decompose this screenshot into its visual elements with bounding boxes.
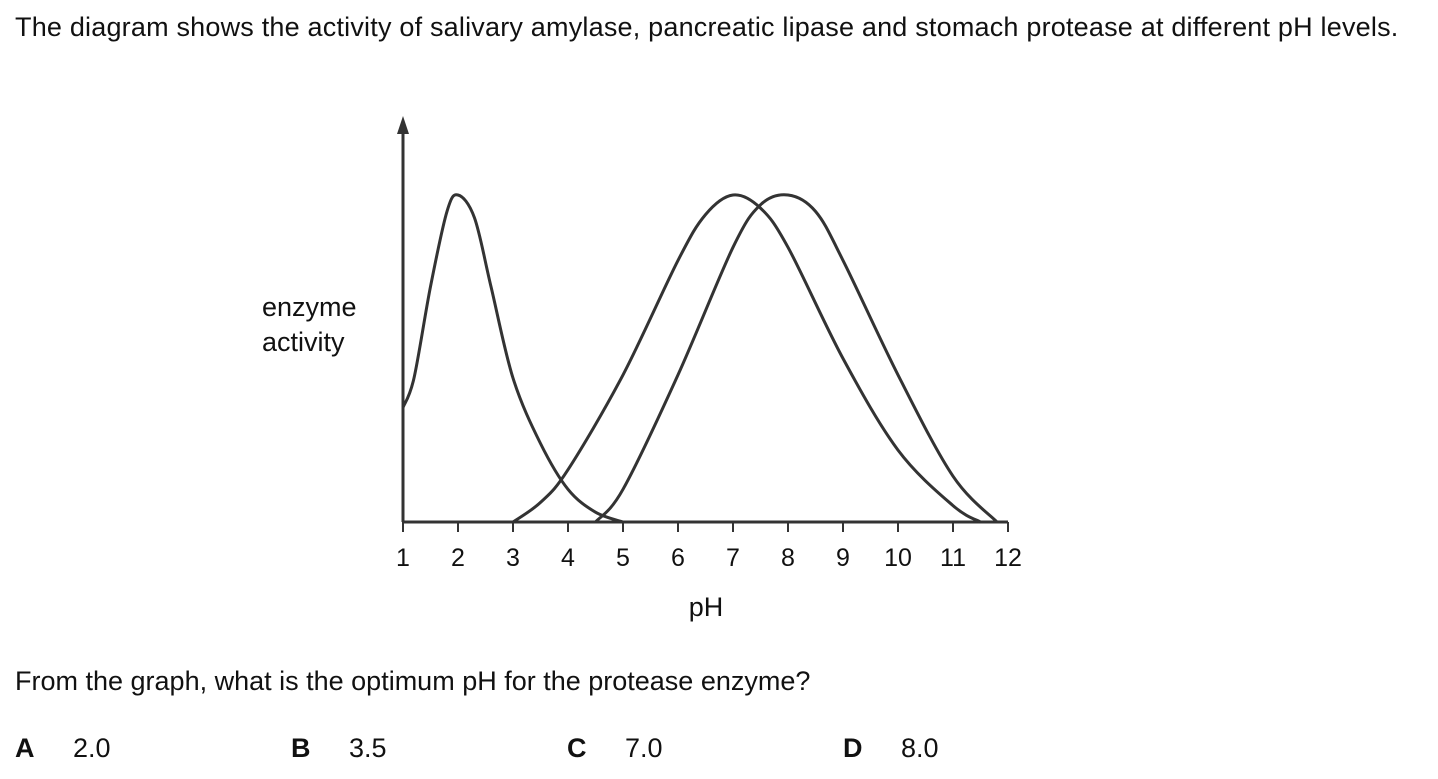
y-axis-label-line-2: activity (262, 327, 345, 357)
enzyme-curve-3 (594, 193, 999, 524)
question-text: From the graph, what is the optimum pH f… (15, 666, 811, 696)
option-b-value: 3.5 (349, 733, 387, 763)
x-tick-label: 6 (671, 544, 685, 572)
y-axis-label-line-1: enzyme (262, 292, 357, 322)
option-d-letter: D (843, 733, 863, 763)
x-axis-label: pH (689, 592, 724, 622)
x-tick-label: 1 (396, 544, 410, 572)
enzyme-curve-2 (512, 193, 982, 524)
option-b-letter: B (291, 733, 311, 763)
enzyme-curve-1 (401, 193, 624, 524)
chart-ticks: 1 2 3 4 5 6 7 8 9 10 11 12 (396, 522, 1022, 572)
y-axis-arrowhead (397, 116, 409, 134)
option-c[interactable]: C 7.0 (567, 731, 663, 765)
x-tick-label: 4 (561, 544, 575, 572)
intro-text: The diagram shows the activity of saliva… (15, 12, 1399, 42)
option-c-value: 7.0 (625, 733, 663, 763)
option-b[interactable]: B 3.5 (291, 731, 387, 765)
option-d[interactable]: D 8.0 (843, 731, 939, 765)
x-tick-label: 2 (451, 544, 465, 572)
option-a[interactable]: A 2.0 (15, 731, 111, 765)
x-tick-label: 5 (616, 544, 630, 572)
x-tick-label: 8 (781, 544, 795, 572)
x-tick-label: 7 (726, 544, 740, 572)
x-tick-label: 11 (940, 544, 966, 572)
x-tick-label: 10 (884, 544, 912, 572)
x-tick-label: 9 (836, 544, 850, 572)
chart-curves (401, 193, 999, 524)
enzyme-chart: 1 2 3 4 5 6 7 8 9 10 11 12 enzyme activity pH (262, 116, 1022, 622)
x-tick-label: 3 (506, 544, 520, 572)
x-tick-label: 12 (994, 544, 1022, 572)
chart-axes (397, 116, 1008, 524)
option-a-letter: A (15, 733, 35, 763)
option-d-value: 8.0 (901, 733, 939, 763)
option-a-value: 2.0 (73, 733, 111, 763)
enzyme-chart-svg: 1 2 3 4 5 6 7 8 9 10 11 12 enzyme activity pH (262, 116, 1022, 622)
option-c-letter: C (567, 733, 587, 763)
